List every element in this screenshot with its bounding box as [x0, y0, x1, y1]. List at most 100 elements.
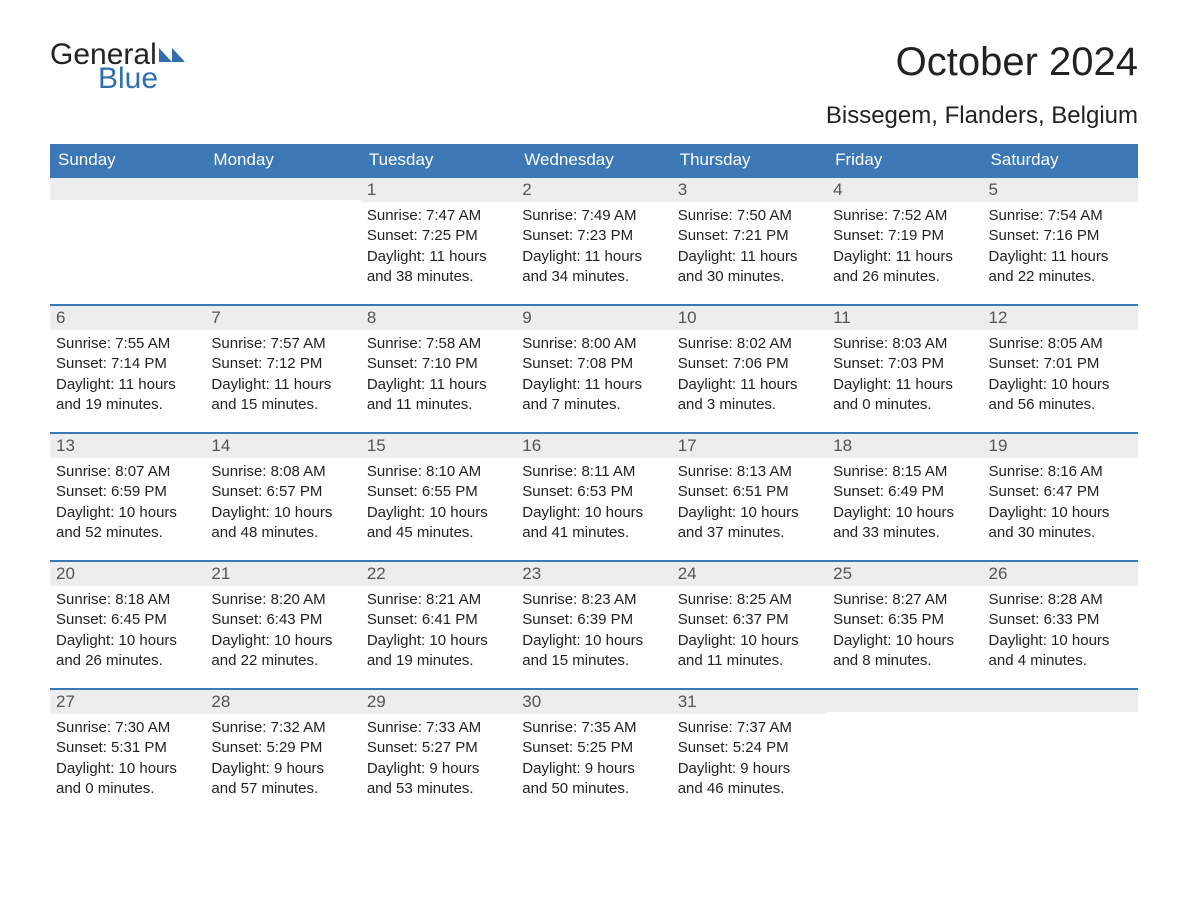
- day-details: Sunrise: 7:52 AMSunset: 7:19 PMDaylight:…: [827, 202, 982, 287]
- sunrise-text: Sunrise: 8:03 AM: [833, 334, 976, 354]
- sunset-text: Sunset: 6:51 PM: [678, 482, 821, 502]
- sunset-text: Sunset: 7:01 PM: [989, 354, 1132, 374]
- day-number: 1: [361, 176, 516, 202]
- daylight2-text: and 15 minutes.: [211, 395, 354, 415]
- sunrise-text: Sunrise: 8:07 AM: [56, 462, 199, 482]
- daylight1-text: Daylight: 11 hours: [522, 375, 665, 395]
- day-details: Sunrise: 8:10 AMSunset: 6:55 PMDaylight:…: [361, 458, 516, 543]
- day-number: 23: [516, 560, 671, 586]
- daylight2-text: and 53 minutes.: [367, 779, 510, 799]
- sunset-text: Sunset: 6:39 PM: [522, 610, 665, 630]
- sunrise-text: Sunrise: 8:23 AM: [522, 590, 665, 610]
- daylight1-text: Daylight: 10 hours: [522, 503, 665, 523]
- sunrise-text: Sunrise: 7:30 AM: [56, 718, 199, 738]
- daylight1-text: Daylight: 11 hours: [678, 375, 821, 395]
- sunset-text: Sunset: 6:41 PM: [367, 610, 510, 630]
- calendar-cell: 5Sunrise: 7:54 AMSunset: 7:16 PMDaylight…: [983, 176, 1138, 304]
- day-details: Sunrise: 8:23 AMSunset: 6:39 PMDaylight:…: [516, 586, 671, 671]
- day-number: [50, 176, 205, 200]
- daylight2-text: and 48 minutes.: [211, 523, 354, 543]
- day-number: 17: [672, 432, 827, 458]
- sunset-text: Sunset: 7:19 PM: [833, 226, 976, 246]
- calendar-cell: 1Sunrise: 7:47 AMSunset: 7:25 PMDaylight…: [361, 176, 516, 304]
- sunset-text: Sunset: 7:10 PM: [367, 354, 510, 374]
- calendar-cell: 17Sunrise: 8:13 AMSunset: 6:51 PMDayligh…: [672, 432, 827, 560]
- day-number: 11: [827, 304, 982, 330]
- day-details: Sunrise: 8:13 AMSunset: 6:51 PMDaylight:…: [672, 458, 827, 543]
- sunset-text: Sunset: 6:49 PM: [833, 482, 976, 502]
- day-number: [983, 688, 1138, 712]
- sunset-text: Sunset: 6:43 PM: [211, 610, 354, 630]
- daylight2-text: and 37 minutes.: [678, 523, 821, 543]
- sunset-text: Sunset: 7:06 PM: [678, 354, 821, 374]
- sunset-text: Sunset: 7:25 PM: [367, 226, 510, 246]
- day-details: Sunrise: 7:58 AMSunset: 7:10 PMDaylight:…: [361, 330, 516, 415]
- daylight1-text: Daylight: 10 hours: [56, 631, 199, 651]
- daylight2-text: and 45 minutes.: [367, 523, 510, 543]
- day-details: Sunrise: 8:27 AMSunset: 6:35 PMDaylight:…: [827, 586, 982, 671]
- daylight2-text: and 50 minutes.: [522, 779, 665, 799]
- daylight1-text: Daylight: 11 hours: [678, 247, 821, 267]
- sunrise-text: Sunrise: 8:13 AM: [678, 462, 821, 482]
- day-number: 16: [516, 432, 671, 458]
- calendar-cell: [827, 688, 982, 816]
- sunrise-text: Sunrise: 7:58 AM: [367, 334, 510, 354]
- location-subtitle: Bissegem, Flanders, Belgium: [50, 102, 1138, 130]
- daylight2-text: and 52 minutes.: [56, 523, 199, 543]
- daylight2-text: and 38 minutes.: [367, 267, 510, 287]
- sunset-text: Sunset: 7:23 PM: [522, 226, 665, 246]
- day-number: 21: [205, 560, 360, 586]
- calendar-cell: 27Sunrise: 7:30 AMSunset: 5:31 PMDayligh…: [50, 688, 205, 816]
- sunset-text: Sunset: 6:37 PM: [678, 610, 821, 630]
- day-details: Sunrise: 8:05 AMSunset: 7:01 PMDaylight:…: [983, 330, 1138, 415]
- daylight2-text: and 3 minutes.: [678, 395, 821, 415]
- daylight1-text: Daylight: 10 hours: [678, 631, 821, 651]
- sunset-text: Sunset: 5:24 PM: [678, 738, 821, 758]
- sunrise-text: Sunrise: 8:16 AM: [989, 462, 1132, 482]
- calendar-cell: 8Sunrise: 7:58 AMSunset: 7:10 PMDaylight…: [361, 304, 516, 432]
- sunrise-text: Sunrise: 8:10 AM: [367, 462, 510, 482]
- calendar-cell: 21Sunrise: 8:20 AMSunset: 6:43 PMDayligh…: [205, 560, 360, 688]
- daylight2-text: and 11 minutes.: [678, 651, 821, 671]
- day-details: Sunrise: 8:11 AMSunset: 6:53 PMDaylight:…: [516, 458, 671, 543]
- sunrise-text: Sunrise: 7:50 AM: [678, 206, 821, 226]
- daylight2-text: and 33 minutes.: [833, 523, 976, 543]
- daylight1-text: Daylight: 10 hours: [989, 503, 1132, 523]
- calendar-row: 1Sunrise: 7:47 AMSunset: 7:25 PMDaylight…: [50, 176, 1138, 304]
- calendar-cell: 10Sunrise: 8:02 AMSunset: 7:06 PMDayligh…: [672, 304, 827, 432]
- calendar-cell: 30Sunrise: 7:35 AMSunset: 5:25 PMDayligh…: [516, 688, 671, 816]
- weekday-header: Sunday: [50, 144, 205, 176]
- day-number: 2: [516, 176, 671, 202]
- day-number: 7: [205, 304, 360, 330]
- sunrise-text: Sunrise: 8:08 AM: [211, 462, 354, 482]
- weekday-header: Saturday: [983, 144, 1138, 176]
- brand-logo: General Blue: [50, 40, 185, 94]
- sunset-text: Sunset: 5:25 PM: [522, 738, 665, 758]
- daylight2-text: and 56 minutes.: [989, 395, 1132, 415]
- calendar-cell: 3Sunrise: 7:50 AMSunset: 7:21 PMDaylight…: [672, 176, 827, 304]
- calendar-cell: [50, 176, 205, 304]
- sunset-text: Sunset: 7:08 PM: [522, 354, 665, 374]
- daylight2-text: and 11 minutes.: [367, 395, 510, 415]
- weekday-header-row: Sunday Monday Tuesday Wednesday Thursday…: [50, 144, 1138, 176]
- daylight1-text: Daylight: 11 hours: [522, 247, 665, 267]
- sunrise-text: Sunrise: 7:35 AM: [522, 718, 665, 738]
- daylight2-text: and 19 minutes.: [56, 395, 199, 415]
- sunrise-text: Sunrise: 8:11 AM: [522, 462, 665, 482]
- day-details: Sunrise: 8:15 AMSunset: 6:49 PMDaylight:…: [827, 458, 982, 543]
- daylight2-text: and 8 minutes.: [833, 651, 976, 671]
- day-details: Sunrise: 8:02 AMSunset: 7:06 PMDaylight:…: [672, 330, 827, 415]
- sunrise-text: Sunrise: 8:21 AM: [367, 590, 510, 610]
- sunrise-text: Sunrise: 7:37 AM: [678, 718, 821, 738]
- day-details: Sunrise: 8:00 AMSunset: 7:08 PMDaylight:…: [516, 330, 671, 415]
- sunrise-text: Sunrise: 8:15 AM: [833, 462, 976, 482]
- daylight2-text: and 34 minutes.: [522, 267, 665, 287]
- sunset-text: Sunset: 7:16 PM: [989, 226, 1132, 246]
- weekday-header: Thursday: [672, 144, 827, 176]
- day-number: 28: [205, 688, 360, 714]
- daylight1-text: Daylight: 11 hours: [56, 375, 199, 395]
- day-details: Sunrise: 7:30 AMSunset: 5:31 PMDaylight:…: [50, 714, 205, 799]
- weekday-header: Friday: [827, 144, 982, 176]
- daylight2-text: and 26 minutes.: [833, 267, 976, 287]
- day-details: Sunrise: 7:57 AMSunset: 7:12 PMDaylight:…: [205, 330, 360, 415]
